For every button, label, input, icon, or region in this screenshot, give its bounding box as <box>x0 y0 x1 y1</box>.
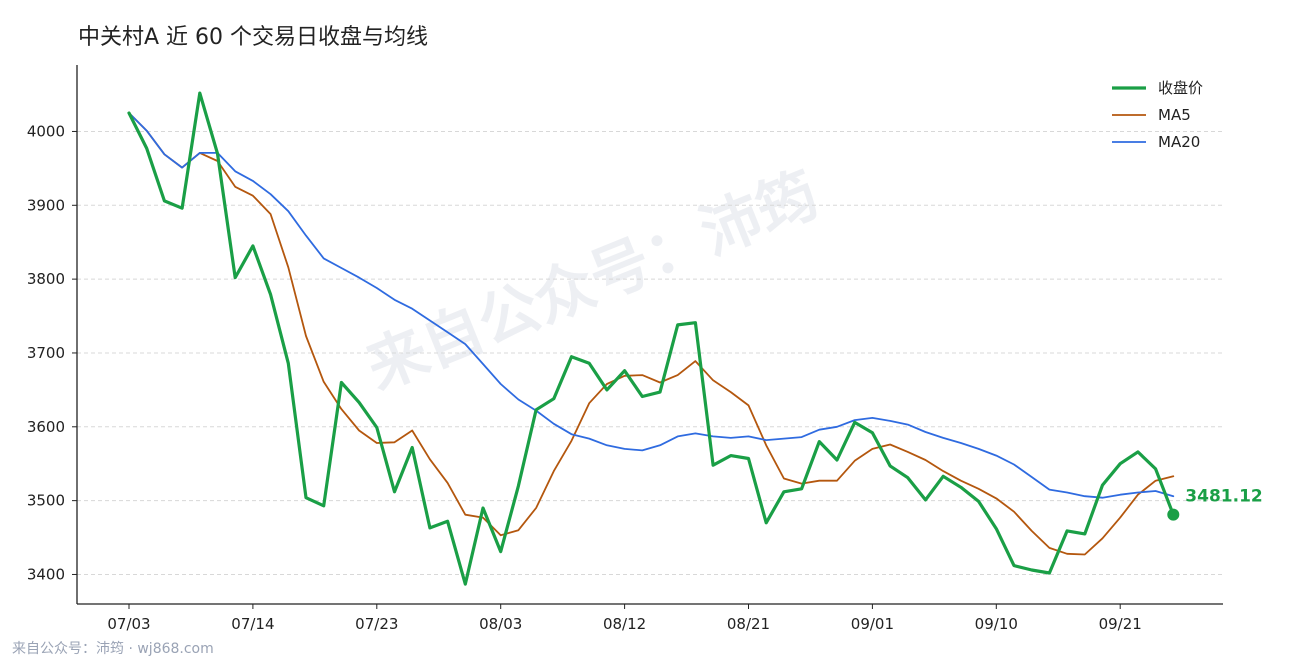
y-tick-label: 3800 <box>27 270 65 288</box>
x-tick-label: 08/03 <box>479 615 522 633</box>
legend-label: MA20 <box>1158 133 1200 151</box>
x-tick-label: 08/21 <box>727 615 770 633</box>
x-tick-label: 09/21 <box>1099 615 1142 633</box>
y-tick-label: 3500 <box>27 492 65 510</box>
series-line-ma20 <box>128 112 1175 499</box>
gridlines <box>77 130 1223 575</box>
x-tick-label: 07/03 <box>107 615 150 633</box>
chart-title: 中关村A 近 60 个交易日收盘与均线 <box>78 25 428 50</box>
y-tick-label: 3600 <box>27 418 65 436</box>
series-line-close <box>127 91 1175 586</box>
x-tick-label: 09/10 <box>975 615 1018 633</box>
last-value-marker <box>1167 508 1180 521</box>
x-tick-label: 09/01 <box>851 615 894 633</box>
legend-label: 收盘价 <box>1158 79 1203 97</box>
last-value-label: 3481.12 <box>1185 487 1262 507</box>
series-line-ma5 <box>128 112 1175 556</box>
x-tick-label: 07/23 <box>355 615 398 633</box>
axes: 3400 3500 3600 3700 3800 3900 4000 07/03 07/14 07… <box>27 65 1223 633</box>
x-tick-label: 08/12 <box>603 615 646 633</box>
legend-label: MA5 <box>1158 106 1191 124</box>
x-tick-label: 07/14 <box>231 615 274 633</box>
footer-credit: 来自公众号：沛筠 · wj868.com <box>12 640 214 657</box>
legend: 收盘价 MA5 MA20 <box>1112 79 1203 151</box>
series-lines: 3481.12 <box>127 91 1263 586</box>
y-tick-label: 4000 <box>27 122 65 140</box>
y-tick-label: 3400 <box>27 565 65 583</box>
y-tick-label: 3700 <box>27 344 65 362</box>
y-tick-label: 3900 <box>27 196 65 214</box>
